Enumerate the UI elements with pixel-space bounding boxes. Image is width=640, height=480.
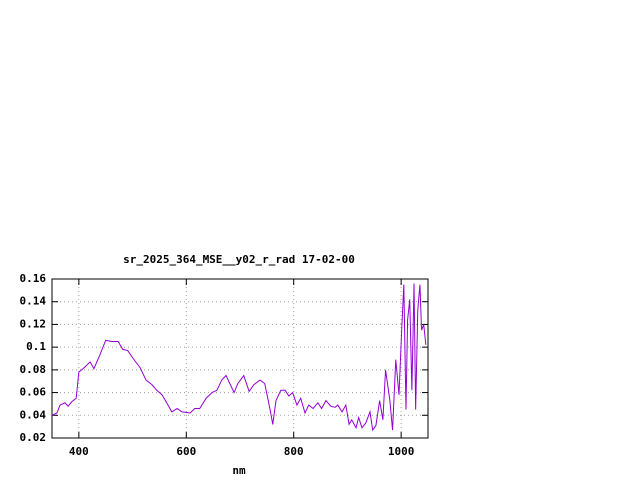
x-tick-label: 1000: [388, 445, 415, 458]
y-tick-label: 0.1: [26, 340, 46, 353]
y-tick-label: 0.06: [20, 386, 47, 399]
x-axis-label: nm: [232, 464, 246, 477]
y-tick-label: 0.02: [20, 431, 47, 444]
y-tick-label: 0.08: [20, 363, 47, 376]
chart-title: sr_2025_364_MSE__y02_r_rad 17-02-00: [123, 253, 355, 266]
y-tick-label: 0.04: [20, 408, 47, 421]
x-tick-label: 600: [176, 445, 196, 458]
y-tick-label: 0.14: [20, 295, 47, 308]
y-tick-label: 0.16: [20, 272, 47, 285]
plot-border: [51, 278, 429, 439]
x-tick-label: 800: [284, 445, 304, 458]
y-tick-label: 0.12: [20, 317, 47, 330]
data-line: [51, 283, 427, 432]
x-tick-label: 400: [69, 445, 89, 458]
